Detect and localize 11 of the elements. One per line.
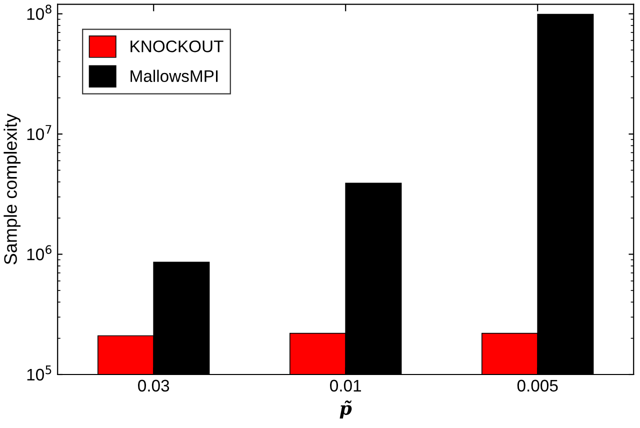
y-tick-label: 10$^{5}$: [27, 366, 52, 381]
x-tick-label: 0.005: [517, 380, 558, 392]
x-axis-title: p̃: [340, 400, 352, 419]
legend-label: KNOCKOUT: [130, 40, 224, 52]
x-tick-label: 0.01: [330, 380, 362, 392]
y-tick-label: 10$^{7}$: [27, 125, 52, 140]
y-tick-label: 10$^{6}$: [27, 245, 52, 260]
legend-label: MallowsMPI: [130, 70, 218, 82]
y-tick-label: 10$^{8}$: [27, 4, 52, 20]
x-tick-label: 0.03: [138, 380, 170, 392]
y-axis-title: Sample complexity: [4, 114, 21, 264]
